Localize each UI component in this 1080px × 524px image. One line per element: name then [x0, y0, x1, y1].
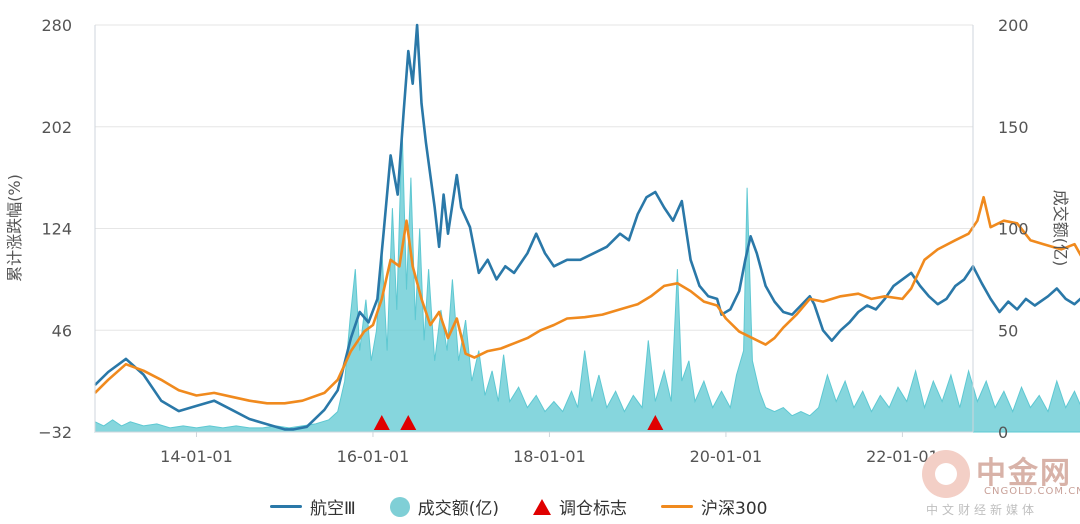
y-left-tick-label: 202 [41, 118, 72, 137]
y-right-label: 成交额(亿) [1051, 190, 1070, 267]
volume-area-series [94, 126, 1080, 433]
x-tick-label: 22-01-01 [866, 447, 939, 466]
logo-icon [922, 450, 970, 498]
legend-item-aviation[interactable]: 航空Ⅲ [270, 494, 356, 519]
y-right-tick-label: 100 [998, 220, 1029, 239]
legend-label: 成交额(亿) [417, 499, 499, 519]
watermark-url: CNGOLD.COM.CN [984, 486, 1080, 497]
rebalance-marker [373, 415, 390, 430]
legend-triangle-swatch [533, 498, 551, 515]
grid-lines [95, 24, 973, 433]
volume-area [94, 126, 1080, 433]
watermark: 中金网 CNGOLD.COM.CN 中文财经新媒体 [922, 446, 1080, 517]
legend-item-volume[interactable]: 成交额(亿) [389, 494, 499, 519]
hs300-line [94, 195, 1080, 405]
chart: 280 202 124 46 −32 200 150 100 50 0 14-01-01 16-01-… [5, 16, 1080, 466]
watermark-brand: 中金网 [976, 456, 1072, 491]
y-right-tick-label: 150 [998, 118, 1029, 137]
y-right-tick-label: 200 [998, 16, 1029, 35]
x-tick-label: 14-01-01 [160, 447, 233, 466]
legend-label: 调仓标志 [559, 499, 627, 519]
y-left-tick-label: 124 [41, 220, 72, 239]
y-left-tick-label: 280 [41, 16, 72, 35]
rebalance-marker [647, 415, 664, 430]
axes [94, 25, 974, 433]
x-tick-label: 18-01-01 [513, 447, 586, 466]
legend-label: 航空Ⅲ [310, 499, 356, 519]
legend: 航空Ⅲ 成交额(亿) 调仓标志 沪深300 [270, 494, 767, 519]
rebalance-marker [400, 415, 417, 430]
y-left-tick-label: 46 [52, 321, 72, 340]
y-right-tick-label: 0 [998, 423, 1008, 442]
x-tick-label: 16-01-01 [337, 447, 410, 466]
rebalance-markers [373, 415, 664, 430]
legend-line-swatch [270, 505, 302, 508]
legend-item-rebalance[interactable]: 调仓标志 [533, 494, 627, 519]
legend-line-swatch [661, 505, 693, 508]
y-left-label: 累计涨跌幅(%) [5, 174, 24, 282]
x-tick-label: 20-01-01 [690, 447, 763, 466]
legend-label: 沪深300 [701, 499, 768, 519]
legend-item-hs300[interactable]: 沪深300 [661, 494, 767, 519]
legend-dot-swatch [389, 496, 410, 517]
y-left-tick-label: −32 [38, 423, 72, 442]
y-right-tick-label: 50 [998, 321, 1018, 340]
aviation-line [94, 23, 1080, 431]
watermark-subtitle: 中文财经新媒体 [926, 503, 1039, 517]
line-series [94, 23, 1080, 431]
tick-labels: 280 202 124 46 −32 200 150 100 50 0 14-01-01 16-01-… [38, 16, 1028, 466]
